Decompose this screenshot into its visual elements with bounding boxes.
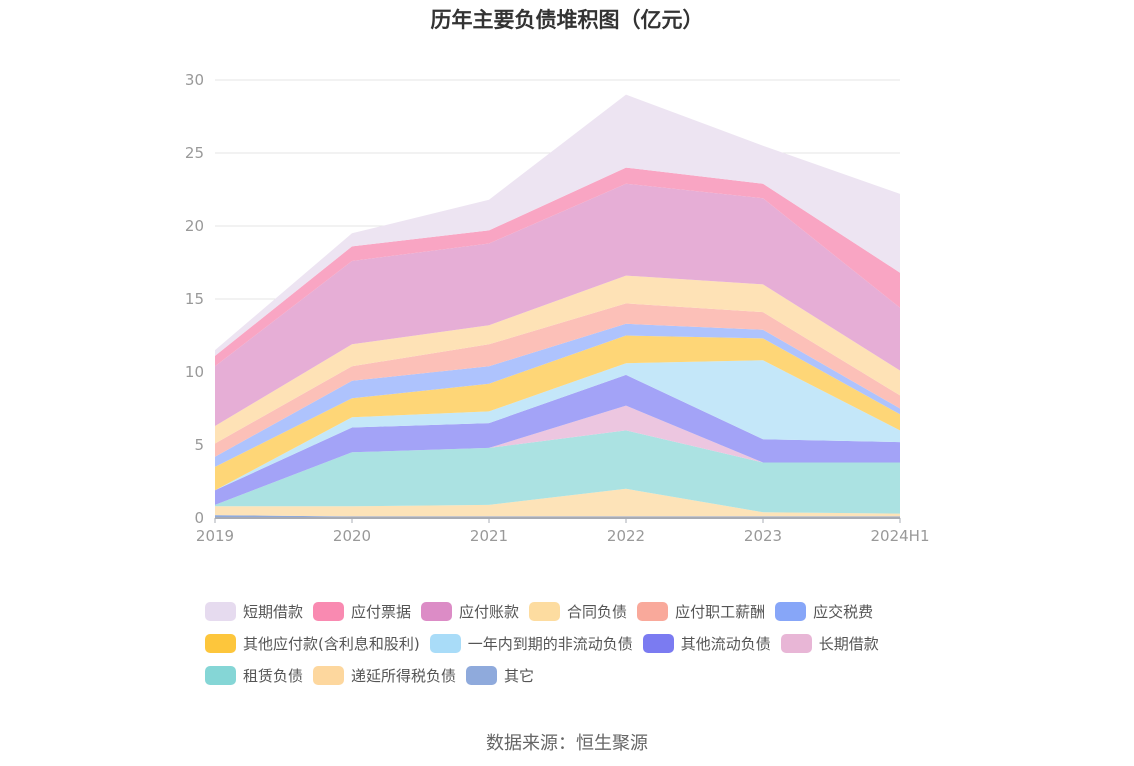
legend-item[interactable]: 应付账款 <box>421 600 519 622</box>
legend-label: 应交税费 <box>813 602 874 621</box>
legend-item[interactable]: 短期借款 <box>205 600 303 622</box>
legend-label: 应付票据 <box>351 602 412 621</box>
area-其他流动负债 <box>215 374 900 505</box>
x-tick-label: 2021 <box>470 527 508 545</box>
source-note: 数据来源：恒生聚源 <box>486 733 648 754</box>
x-tick-label: 2019 <box>196 527 234 545</box>
legend-item[interactable]: 租赁负债 <box>205 664 303 686</box>
area-应交税费 <box>215 323 900 467</box>
legend-swatch <box>313 665 345 685</box>
x-tick-label: 2023 <box>744 527 782 545</box>
x-tick-label: 2020 <box>333 527 371 545</box>
legend-swatch <box>466 665 498 685</box>
stacked-area-chart: 0 5 10 15 20 25 30 2019 2020 2021 2022 2023 2024H1 <box>185 71 930 545</box>
legend-swatch <box>205 601 236 621</box>
legend-label: 长期借款 <box>818 634 879 653</box>
y-tick-label: 20 <box>185 217 204 235</box>
y-tick-label: 25 <box>185 144 204 162</box>
legend-label: 递延所得税负债 <box>351 666 457 685</box>
area-应付票据 <box>215 167 900 367</box>
area-应付账款 <box>215 183 900 426</box>
x-tick-label: 2022 <box>607 527 645 545</box>
legend-label: 合同负债 <box>567 602 628 621</box>
x-tick-label: 2024H1 <box>871 527 930 545</box>
legend-item[interactable]: 合同负债 <box>529 600 627 622</box>
legend-label: 一年内到期的非流动负债 <box>467 634 633 653</box>
legend-label: 其他应付款(含利息和股利) <box>243 634 420 653</box>
legend-label: 租赁负债 <box>243 666 304 685</box>
legend-label: 应付账款 <box>459 602 520 621</box>
legend-swatch <box>642 633 674 653</box>
y-tick-label: 30 <box>185 71 204 89</box>
y-tick-label: 10 <box>185 363 204 381</box>
legend-swatch <box>429 633 461 653</box>
legend-item[interactable]: 其它 <box>466 664 534 686</box>
legend-swatch <box>780 633 812 653</box>
axes: 0 5 10 15 20 25 30 2019 2020 2021 2022 2023 2024H1 <box>185 71 930 545</box>
legend-item[interactable]: 一年内到期的非流动负债 <box>429 632 633 654</box>
legend-label: 短期借款 <box>243 602 304 621</box>
legend-swatch <box>775 601 807 621</box>
legend-item[interactable]: 应付票据 <box>313 600 411 622</box>
area-合同负债 <box>215 275 900 444</box>
legend: 短期借款 应付票据 应付账款 合同负债 应付职工薪酬 应交税费其他应付款(含利息和股利) 一… <box>205 600 945 696</box>
legend-item[interactable]: 递延所得税负债 <box>313 664 456 686</box>
y-tick-label: 15 <box>185 290 204 308</box>
legend-swatch <box>529 601 561 621</box>
legend-swatch <box>205 633 236 653</box>
legend-item[interactable]: 长期借款 <box>780 632 879 654</box>
legend-item[interactable]: 其他流动负债 <box>642 632 771 654</box>
legend-swatch <box>313 601 345 621</box>
legend-item[interactable]: 应交税费 <box>775 600 873 622</box>
legend-item[interactable]: 应付职工薪酬 <box>637 600 765 622</box>
area-递延所得税负债 <box>215 488 900 517</box>
y-tick-label: 5 <box>194 436 204 454</box>
area-短期借款 <box>215 94 900 356</box>
legend-item[interactable]: 其他应付款(含利息和股利) <box>205 632 420 654</box>
legend-swatch <box>421 601 453 621</box>
legend-label: 应付职工薪酬 <box>675 602 766 621</box>
area-一年内到期的非流动负债 <box>215 360 900 491</box>
area-series <box>215 94 900 518</box>
chart-title: 历年主要负债堆积图（亿元） <box>430 8 704 32</box>
legend-swatch <box>637 601 669 621</box>
area-其他应付款(含利息和股利) <box>215 335 900 491</box>
area-应付职工薪酬 <box>215 303 900 457</box>
legend-label: 其他流动负债 <box>680 634 771 653</box>
legend-label: 其它 <box>504 666 535 685</box>
legend-swatch <box>205 665 236 685</box>
area-租赁负债 <box>215 430 900 514</box>
y-tick-label: 0 <box>194 509 204 527</box>
